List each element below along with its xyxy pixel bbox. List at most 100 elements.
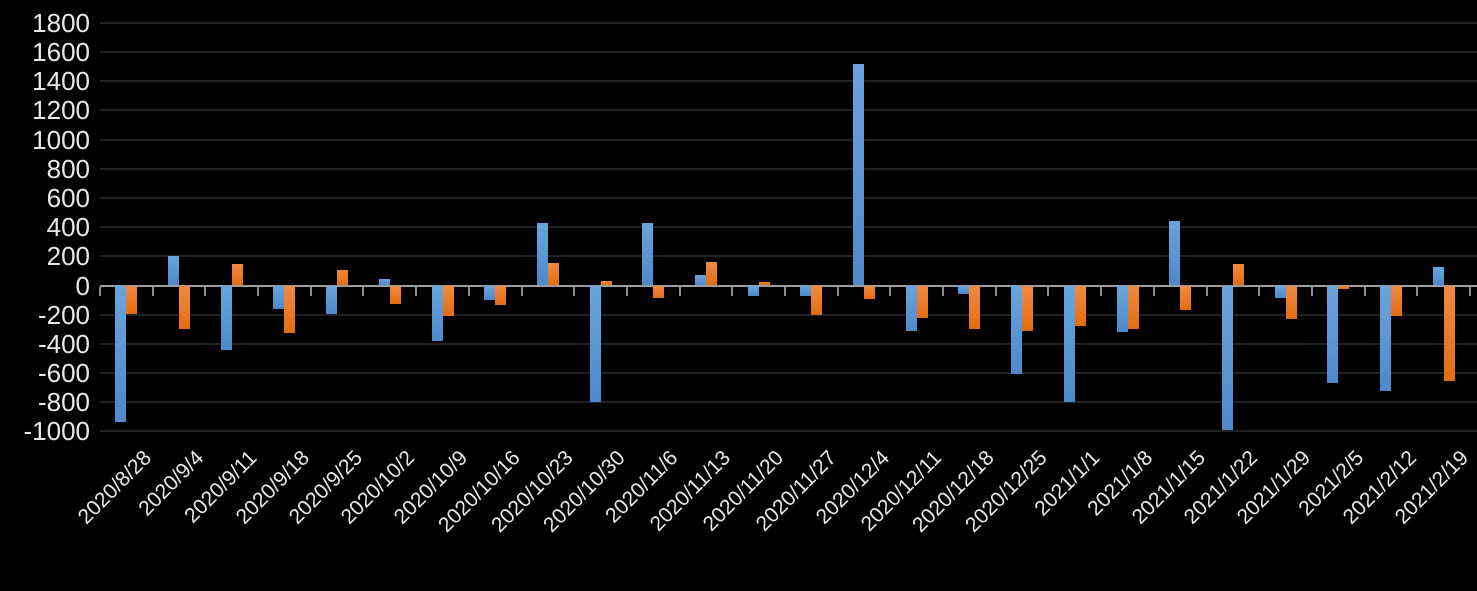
y-tick-label: 1400 (32, 66, 90, 97)
axis-tick (309, 286, 312, 296)
axis-tick (1047, 286, 1050, 296)
gridline (100, 21, 1477, 24)
axis-tick (257, 286, 260, 296)
bar-blue (642, 223, 654, 286)
axis-tick (731, 286, 734, 296)
bar-orange (916, 285, 928, 319)
bar-blue (1063, 285, 1075, 403)
gridline (100, 196, 1477, 199)
bar-orange (1443, 285, 1455, 382)
bar-blue (853, 63, 865, 286)
bar-blue (484, 285, 496, 301)
bar-blue (1011, 285, 1023, 374)
y-tick-label: -1000 (23, 416, 91, 447)
axis-tick (889, 286, 892, 296)
bar-orange (442, 285, 454, 317)
gridline (100, 138, 1477, 141)
bar-blue (536, 222, 548, 286)
bar-orange (1074, 285, 1086, 326)
bar-blue (431, 285, 443, 341)
bar-orange (653, 285, 665, 298)
axis-tick (678, 286, 681, 296)
bar-orange (1127, 285, 1139, 330)
gridline (100, 401, 1477, 404)
y-tick-label: -400 (37, 328, 90, 359)
axis-tick (1416, 286, 1419, 296)
bar-orange (705, 262, 717, 286)
bar-blue (1221, 285, 1233, 430)
bar-orange (284, 285, 296, 333)
bar-blue (220, 285, 232, 350)
bar-blue (747, 285, 759, 297)
axis-tick (625, 286, 628, 296)
bar-blue (1116, 285, 1128, 333)
gridline (100, 51, 1477, 54)
y-tick-label: 400 (46, 212, 90, 243)
bar-orange (1390, 285, 1402, 317)
axis-tick (1469, 286, 1471, 296)
gridline (100, 109, 1477, 112)
gridline (100, 80, 1477, 83)
bar-orange (547, 262, 559, 286)
y-tick-label: 800 (46, 153, 90, 184)
axis-tick (573, 286, 576, 296)
bar-orange (758, 281, 770, 286)
axis-tick (467, 286, 470, 296)
bar-blue (1379, 285, 1391, 392)
bar-blue (1274, 285, 1286, 298)
bar-blue (694, 275, 706, 286)
bar-blue (273, 285, 285, 309)
y-tick-label: 1800 (32, 7, 90, 38)
axis-tick (1363, 286, 1366, 296)
bar-orange (231, 263, 243, 286)
bar-blue (589, 285, 601, 403)
bar-orange (1022, 285, 1034, 331)
y-tick-label: 1600 (32, 37, 90, 68)
axis-tick (1152, 286, 1155, 296)
bar-orange (1338, 285, 1350, 290)
bar-orange (864, 285, 876, 299)
axis-tick (836, 286, 839, 296)
bar-blue (115, 285, 127, 422)
bar-orange (337, 270, 349, 286)
x-tick-label: 2020/8/28 (73, 446, 156, 529)
bar-orange (126, 285, 138, 314)
bar-blue (800, 285, 812, 296)
y-tick-label: 600 (46, 182, 90, 213)
axis-tick (994, 286, 997, 296)
axis-tick (1310, 286, 1313, 296)
y-tick-label: 200 (46, 241, 90, 272)
axis-tick (99, 286, 101, 296)
axis-tick (204, 286, 207, 296)
axis-tick (1205, 286, 1208, 296)
bar-orange (495, 285, 507, 306)
bar-blue (168, 255, 180, 286)
bar-orange (179, 285, 191, 329)
axis-tick (520, 286, 523, 296)
bar-blue (1432, 266, 1444, 286)
bar-blue (378, 278, 390, 286)
gridline (100, 372, 1477, 375)
gridline (100, 255, 1477, 258)
axis-tick (1258, 286, 1261, 296)
bar-orange (1180, 285, 1192, 310)
gridline (100, 342, 1477, 345)
axis-tick (942, 286, 945, 296)
axis-tick (151, 286, 154, 296)
y-tick-label: -600 (37, 358, 90, 389)
bar-blue (1327, 285, 1339, 383)
axis-tick (362, 286, 365, 296)
bar-blue (1169, 221, 1181, 286)
y-tick-label: -200 (37, 299, 90, 330)
x-axis-line (100, 284, 1477, 287)
axis-tick (1100, 286, 1103, 296)
gridline (100, 167, 1477, 170)
bar-blue (326, 285, 338, 314)
bar-blue (905, 285, 917, 331)
bar-orange (811, 285, 823, 315)
axis-tick (784, 286, 786, 296)
gridline (100, 226, 1477, 229)
gridline (100, 430, 1477, 433)
axis-tick (415, 286, 418, 296)
